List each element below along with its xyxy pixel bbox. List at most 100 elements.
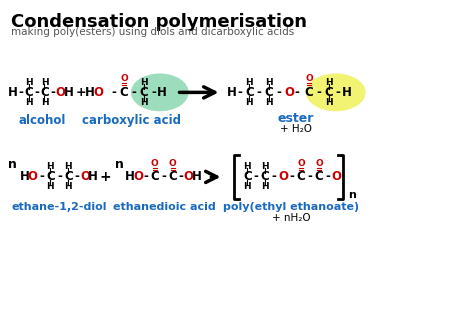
Text: H: H <box>64 162 72 171</box>
Text: -: - <box>18 86 23 99</box>
Text: H: H <box>246 98 253 107</box>
Text: H: H <box>85 86 95 99</box>
Text: -: - <box>151 86 156 99</box>
Text: O: O <box>55 86 65 99</box>
Text: H: H <box>227 86 237 99</box>
Text: C: C <box>150 171 159 184</box>
Text: C: C <box>40 86 49 99</box>
Text: H: H <box>246 78 253 87</box>
Ellipse shape <box>131 74 189 111</box>
Text: -: - <box>254 171 259 184</box>
Text: H: H <box>64 182 72 191</box>
Text: H: H <box>41 98 48 107</box>
Text: H: H <box>25 78 32 87</box>
Text: -: - <box>34 86 39 99</box>
Text: H: H <box>261 182 269 191</box>
Text: +: + <box>99 170 111 184</box>
Text: H: H <box>46 162 54 171</box>
Text: -: - <box>178 171 183 184</box>
Text: H: H <box>46 182 54 191</box>
Text: C: C <box>64 171 73 184</box>
Text: C: C <box>305 86 313 99</box>
Text: -: - <box>272 171 276 184</box>
Text: H: H <box>342 86 352 99</box>
Text: H: H <box>191 171 201 184</box>
Text: H: H <box>41 78 48 87</box>
Text: H: H <box>244 162 251 171</box>
Text: ethane-1,2-diol: ethane-1,2-diol <box>11 202 107 212</box>
Text: O: O <box>297 159 305 168</box>
Text: + H₂O: + H₂O <box>280 124 312 134</box>
Text: C: C <box>297 171 305 184</box>
Text: O: O <box>120 74 128 83</box>
Text: -: - <box>317 86 321 99</box>
Text: H: H <box>261 162 269 171</box>
Ellipse shape <box>306 74 365 111</box>
Text: -: - <box>131 86 137 99</box>
Text: -: - <box>161 171 166 184</box>
Text: O: O <box>278 171 288 184</box>
Text: O: O <box>284 86 294 99</box>
Text: H: H <box>265 78 273 87</box>
Text: poly(ethyl ethanoate): poly(ethyl ethanoate) <box>223 202 359 212</box>
Text: -: - <box>335 86 340 99</box>
Text: -: - <box>325 171 330 184</box>
Text: H: H <box>140 78 148 87</box>
Text: O: O <box>305 74 313 83</box>
Text: C: C <box>265 86 273 99</box>
Text: C: C <box>46 171 55 184</box>
Text: O: O <box>332 171 342 184</box>
Text: C: C <box>315 171 323 184</box>
Text: -: - <box>257 86 262 99</box>
Text: H: H <box>265 98 273 107</box>
Text: C: C <box>168 171 177 184</box>
Text: -: - <box>237 86 242 99</box>
Text: C: C <box>24 86 33 99</box>
Text: H: H <box>19 171 29 184</box>
Text: O: O <box>93 86 103 99</box>
Text: Condensation polymerisation: Condensation polymerisation <box>10 13 307 31</box>
Text: -: - <box>294 86 300 99</box>
Text: C: C <box>139 86 148 99</box>
Text: H: H <box>140 98 148 107</box>
Text: H: H <box>25 98 32 107</box>
Text: H: H <box>8 86 18 99</box>
Text: -: - <box>277 86 282 99</box>
Text: C: C <box>245 86 254 99</box>
Text: alcohol: alcohol <box>19 114 66 127</box>
Text: C: C <box>324 86 333 99</box>
Text: O: O <box>80 171 90 184</box>
Text: C: C <box>261 171 270 184</box>
Text: carboxylic acid: carboxylic acid <box>82 114 182 127</box>
Text: H: H <box>325 78 333 87</box>
Text: H: H <box>88 171 98 184</box>
Text: ethanedioic acid: ethanedioic acid <box>113 202 216 212</box>
Text: H: H <box>157 86 167 99</box>
Text: +: + <box>76 86 87 99</box>
Text: ester: ester <box>278 112 314 125</box>
Text: -: - <box>50 86 55 99</box>
Text: -: - <box>57 171 62 184</box>
Text: -: - <box>75 171 80 184</box>
Text: C: C <box>243 171 252 184</box>
Text: O: O <box>183 171 193 184</box>
Text: -: - <box>111 86 117 99</box>
Text: O: O <box>315 159 323 168</box>
Text: + nH₂O: + nH₂O <box>272 213 310 223</box>
Text: -: - <box>308 171 312 184</box>
Text: O: O <box>169 159 177 168</box>
Text: -: - <box>39 171 44 184</box>
Text: H: H <box>244 182 251 191</box>
Text: n: n <box>115 158 123 171</box>
Text: O: O <box>151 159 159 168</box>
Text: H: H <box>125 171 135 184</box>
Text: n: n <box>8 158 17 171</box>
Text: O: O <box>133 171 143 184</box>
Text: H: H <box>64 86 74 99</box>
Text: n: n <box>348 190 356 200</box>
Text: O: O <box>27 171 37 184</box>
Text: H: H <box>325 98 333 107</box>
Text: -: - <box>290 171 294 184</box>
Text: -: - <box>144 171 148 184</box>
Text: making poly(esters) using diols and dicarboxylic acids: making poly(esters) using diols and dica… <box>10 27 294 37</box>
